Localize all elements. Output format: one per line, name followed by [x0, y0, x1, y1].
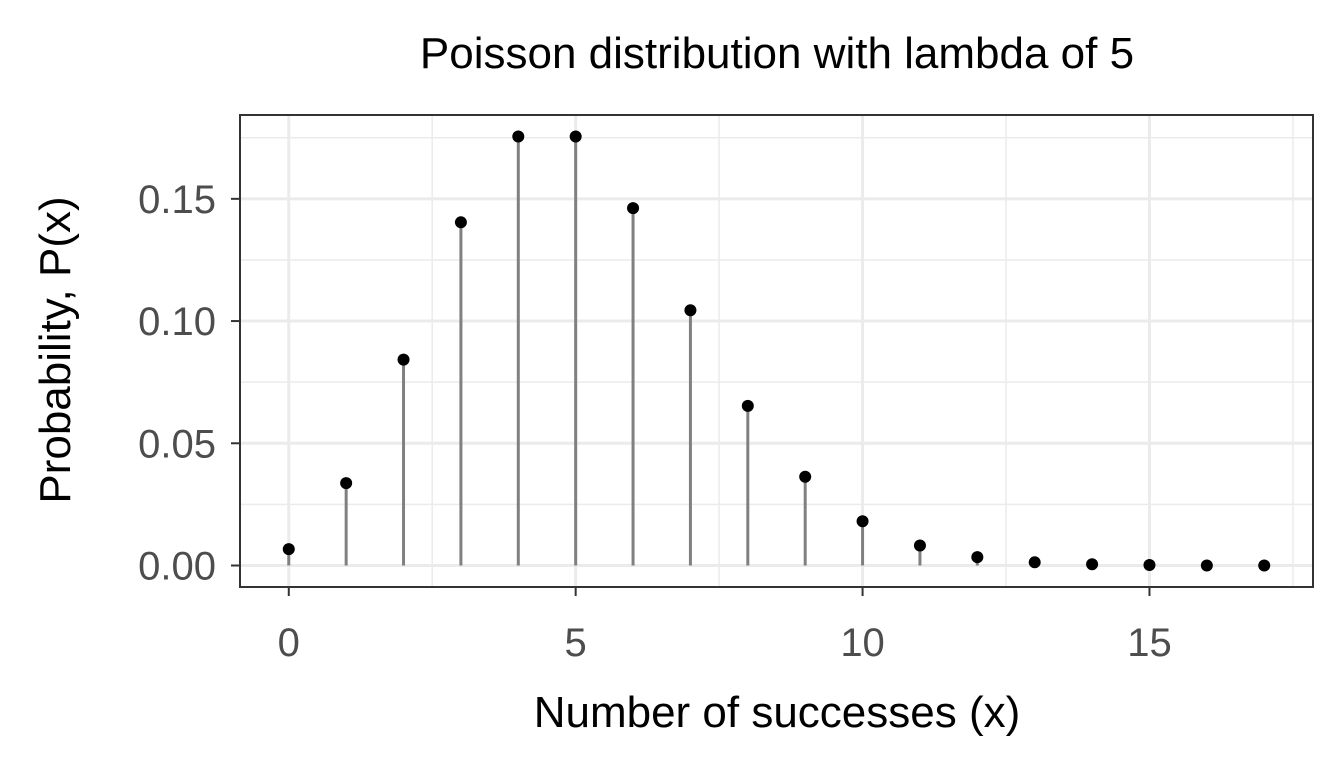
- data-point: [799, 470, 812, 483]
- data-point: [1143, 559, 1156, 572]
- data-point: [741, 399, 754, 412]
- x-tick-label: 5: [565, 621, 587, 665]
- data-point: [1086, 558, 1099, 571]
- data-point: [1258, 559, 1271, 572]
- x-axis: 0 5 10 15: [278, 587, 1172, 665]
- data-point: [971, 551, 984, 564]
- chart-title: Poisson distribution with lambda of 5: [420, 29, 1134, 78]
- data-point: [569, 130, 582, 143]
- x-tick-label: 0: [278, 621, 300, 665]
- data-point: [1028, 556, 1041, 569]
- x-tick-label: 10: [840, 621, 885, 665]
- data-point: [397, 353, 410, 366]
- plot-panel: [239, 114, 1314, 588]
- y-tick-label: 0.00: [138, 544, 216, 588]
- y-tick-label: 0.05: [138, 422, 216, 466]
- panel-border: [239, 114, 1314, 588]
- y-axis: 0.00 0.05 0.10 0.15: [138, 178, 240, 588]
- data-point: [340, 477, 353, 490]
- data-point: [1200, 559, 1213, 572]
- data-point: [282, 543, 295, 556]
- data-point: [454, 216, 467, 229]
- y-tick-label: 0.15: [138, 178, 216, 222]
- data-point: [512, 130, 525, 143]
- data-point: [684, 304, 697, 317]
- y-tick-label: 0.10: [138, 300, 216, 344]
- x-axis-title: Number of successes (x): [534, 688, 1021, 737]
- y-axis-title: Probability, P(x): [31, 196, 80, 503]
- x-tick-label: 15: [1127, 621, 1172, 665]
- data-point: [627, 202, 640, 215]
- data-point: [913, 539, 926, 552]
- data-point: [856, 515, 869, 528]
